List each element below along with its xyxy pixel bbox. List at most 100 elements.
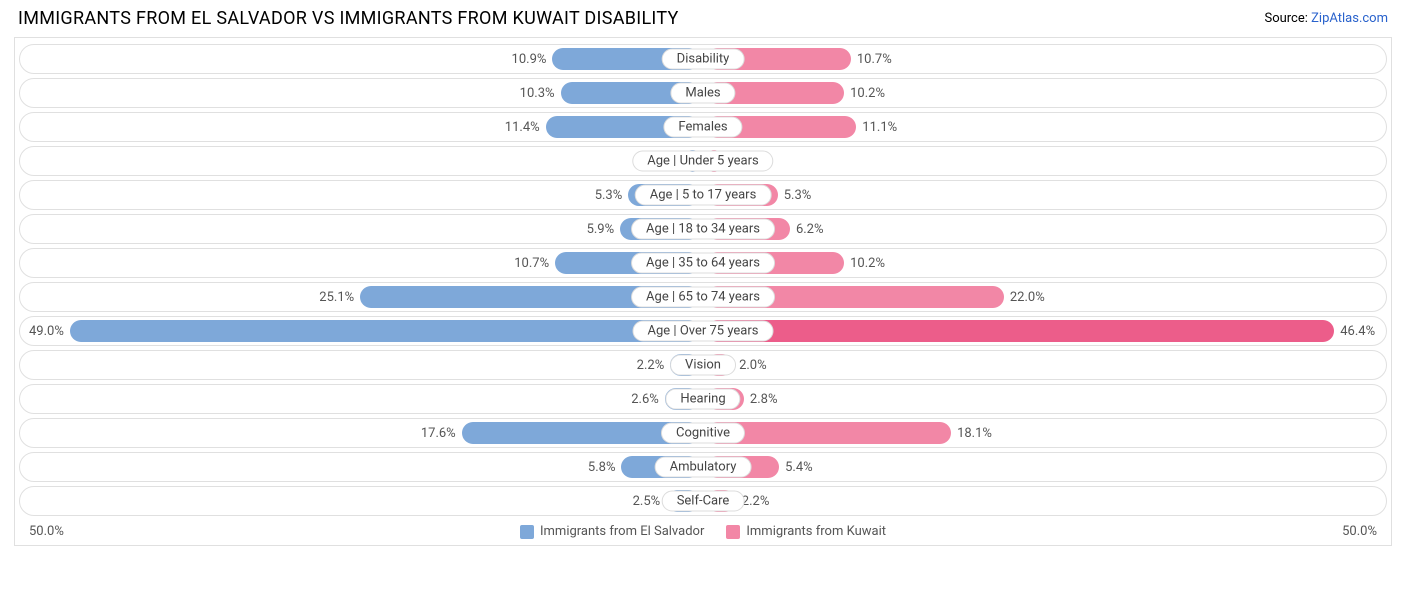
row-left-half: 2.6% xyxy=(23,388,700,410)
row-left-half: 49.0% xyxy=(23,320,700,342)
chart-row: 5.9% 6.2% Age | 18 to 34 years xyxy=(19,214,1387,244)
right-value-label: 6.2% xyxy=(790,222,830,237)
chart-row: 2.5% 2.2%Self-Care xyxy=(19,486,1387,516)
right-value-label: 10.7% xyxy=(851,52,898,67)
chart-row: 2.6% 2.8% Hearing xyxy=(19,384,1387,414)
row-right-half: 2.8% xyxy=(706,388,1383,410)
row-left-half: 10.3% xyxy=(23,82,700,104)
left-value-label: 5.8% xyxy=(582,460,622,475)
right-value-label: 5.4% xyxy=(779,460,819,475)
left-value-label: 5.9% xyxy=(581,222,621,237)
header: IMMIGRANTS FROM EL SALVADOR VS IMMIGRANT… xyxy=(0,0,1406,33)
chart-row: 17.6% 18.1% Cognitive xyxy=(19,418,1387,448)
axis-left-max: 50.0% xyxy=(29,524,64,539)
category-label: Females xyxy=(663,117,742,138)
right-value-label: 46.4% xyxy=(1334,324,1381,339)
row-right-half: 11.1% xyxy=(706,116,1383,138)
chart-row: 11.4% 11.1% Females xyxy=(19,112,1387,142)
source-prefix: Source: xyxy=(1264,11,1311,26)
chart-row: 10.9% 10.7% Disability xyxy=(19,44,1387,74)
category-label: Age | 18 to 34 years xyxy=(631,219,775,240)
category-label: Age | Over 75 years xyxy=(633,321,774,342)
left-value-label: 11.4% xyxy=(499,120,546,135)
legend-label-left: Immigrants from El Salvador xyxy=(540,524,704,539)
category-label: Age | 5 to 17 years xyxy=(635,185,772,206)
chart-row: 49.0% 46.4% Age | Over 75 years xyxy=(19,316,1387,346)
legend-swatch-left xyxy=(520,525,534,539)
row-left-half: 2.2% xyxy=(23,354,700,376)
row-right-half: 10.2% xyxy=(706,252,1383,274)
row-left-half: 1.1% xyxy=(23,150,700,172)
chart-row: 5.3% 5.3% Age | 5 to 17 years xyxy=(19,180,1387,210)
axis-right-max: 50.0% xyxy=(1342,524,1377,539)
legend: Immigrants from El Salvador Immigrants f… xyxy=(520,524,886,539)
left-value-label: 17.6% xyxy=(415,426,462,441)
right-value-label: 10.2% xyxy=(844,256,891,271)
category-label: Self-Care xyxy=(662,491,745,512)
row-left-half: 5.9% xyxy=(23,218,700,240)
right-value-label: 2.8% xyxy=(744,392,784,407)
axis-row: 50.0% Immigrants from El Salvador Immigr… xyxy=(19,520,1387,541)
row-left-half: 11.4% xyxy=(23,116,700,138)
category-label: Hearing xyxy=(665,389,740,410)
row-left-half: 2.5% xyxy=(23,490,700,512)
source-attribution: Source: ZipAtlas.com xyxy=(1264,11,1388,26)
row-left-half: 10.7% xyxy=(23,252,700,274)
row-right-half: 46.4% xyxy=(706,320,1383,342)
row-right-half: 6.2% xyxy=(706,218,1383,240)
category-label: Age | 65 to 74 years xyxy=(631,287,775,308)
legend-label-right: Immigrants from Kuwait xyxy=(746,524,886,539)
row-right-half: 22.0% xyxy=(706,286,1383,308)
chart-title: IMMIGRANTS FROM EL SALVADOR VS IMMIGRANT… xyxy=(18,8,679,29)
left-value-label: 2.6% xyxy=(625,392,665,407)
right-value-label: 11.1% xyxy=(856,120,903,135)
chart-row: 10.3% 10.2% Males xyxy=(19,78,1387,108)
left-value-label: 10.7% xyxy=(508,256,555,271)
row-left-half: 17.6% xyxy=(23,422,700,444)
chart-row: 5.8% 5.4% Ambulatory xyxy=(19,452,1387,482)
left-value-label: 25.1% xyxy=(313,290,360,305)
legend-item-left: Immigrants from El Salvador xyxy=(520,524,704,539)
category-label: Disability xyxy=(662,49,745,70)
row-right-half: 10.7% xyxy=(706,48,1383,70)
legend-swatch-right xyxy=(726,525,740,539)
left-value-label: 49.0% xyxy=(23,324,70,339)
right-value-label: 22.0% xyxy=(1004,290,1051,305)
row-left-half: 10.9% xyxy=(23,48,700,70)
row-left-half: 5.3% xyxy=(23,184,700,206)
category-label: Males xyxy=(670,83,735,104)
chart-row: 2.2% 2.0%Vision xyxy=(19,350,1387,380)
row-left-half: 5.8% xyxy=(23,456,700,478)
right-value-label: 10.2% xyxy=(844,86,891,101)
row-right-half: 5.3% xyxy=(706,184,1383,206)
row-right-half: 18.1% xyxy=(706,422,1383,444)
row-right-half: 1.2% xyxy=(706,150,1383,172)
row-left-half: 25.1% xyxy=(23,286,700,308)
left-value-label: 5.3% xyxy=(589,188,629,203)
category-label: Age | Under 5 years xyxy=(632,151,773,172)
right-value-label: 18.1% xyxy=(951,426,998,441)
chart-area: 10.9% 10.7% Disability 10.3% 10.2% Males 11.4%… xyxy=(14,37,1392,546)
rows-container: 10.9% 10.7% Disability 10.3% 10.2% Males 11.4%… xyxy=(19,44,1387,516)
left-bar xyxy=(70,320,700,342)
category-label: Ambulatory xyxy=(655,457,752,478)
source-link[interactable]: ZipAtlas.com xyxy=(1311,11,1388,26)
row-right-half: 2.2% xyxy=(706,490,1383,512)
left-value-label: 10.3% xyxy=(514,86,561,101)
row-right-half: 5.4% xyxy=(706,456,1383,478)
right-value-label: 5.3% xyxy=(778,188,818,203)
row-right-half: 2.0% xyxy=(706,354,1383,376)
left-value-label: 2.5% xyxy=(627,494,667,509)
chart-row: 10.7% 10.2% Age | 35 to 64 years xyxy=(19,248,1387,278)
category-label: Cognitive xyxy=(661,423,745,444)
chart-row: 1.1% 1.2%Age | Under 5 years xyxy=(19,146,1387,176)
chart-row: 25.1% 22.0% Age | 65 to 74 years xyxy=(19,282,1387,312)
right-bar xyxy=(706,320,1334,342)
right-value-label: 2.0% xyxy=(733,358,773,373)
row-right-half: 10.2% xyxy=(706,82,1383,104)
left-value-label: 2.2% xyxy=(631,358,671,373)
left-value-label: 10.9% xyxy=(506,52,553,67)
category-label: Vision xyxy=(670,355,736,376)
category-label: Age | 35 to 64 years xyxy=(631,253,775,274)
legend-item-right: Immigrants from Kuwait xyxy=(726,524,886,539)
